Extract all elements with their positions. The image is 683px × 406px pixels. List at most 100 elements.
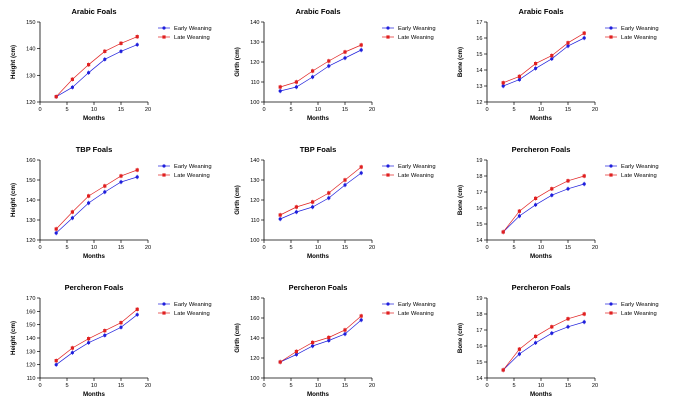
data-point: [311, 205, 315, 209]
data-point: [70, 216, 74, 220]
x-tick-label: 15: [565, 245, 571, 251]
series-late-weaning: [278, 313, 363, 365]
chart-panel-9: Percheron Foals 14 15 16 17 18 19 0 5 10 15 20 Month…: [457, 283, 659, 398]
legend-marker-late: [609, 35, 613, 39]
data-point: [517, 74, 521, 78]
series-line: [55, 36, 138, 97]
x-tick-label: 0: [38, 245, 41, 251]
data-point: [119, 180, 123, 184]
x-tick-label: 10: [538, 245, 544, 251]
y-axis-label: Height (cm): [10, 183, 17, 217]
y-axis-label: Bone (cm): [457, 323, 464, 353]
y-tick-label: 19: [476, 158, 482, 164]
series-line: [502, 321, 585, 371]
y-tick-label: 16: [476, 344, 482, 350]
x-tick-label: 20: [592, 107, 598, 113]
x-tick-label: 0: [38, 107, 41, 113]
data-point: [501, 230, 505, 234]
data-point: [517, 214, 522, 218]
data-point: [278, 360, 282, 364]
legend-label-late: Late Weaning: [621, 35, 657, 41]
data-point: [135, 307, 139, 311]
data-point: [103, 184, 107, 188]
data-point: [501, 81, 505, 85]
x-tick-label: 10: [315, 245, 321, 251]
y-tick-label: 100: [250, 376, 259, 382]
data-point: [294, 205, 298, 209]
y-tick-label: 130: [250, 178, 259, 184]
data-point: [327, 64, 331, 68]
data-point: [70, 346, 74, 350]
y-tick-label: 110: [251, 218, 260, 224]
legend-marker-early: [162, 26, 166, 30]
data-point: [566, 187, 570, 191]
data-point: [327, 191, 331, 195]
data-point: [103, 57, 107, 61]
x-tick-label: 20: [145, 383, 151, 389]
series-late-weaning: [54, 307, 139, 363]
legend-label-early: Early Weaning: [398, 164, 436, 170]
data-point: [87, 337, 91, 341]
data-point: [327, 338, 331, 343]
data-point: [517, 352, 522, 356]
x-tick-label: 0: [262, 383, 265, 389]
x-tick-label: 10: [91, 107, 97, 113]
data-point: [54, 359, 58, 363]
series-late-weaning: [501, 173, 586, 235]
series-early-weaning: [54, 42, 139, 99]
legend: Early Weaning Late Weaning: [158, 302, 212, 317]
legend: Early Weaning Late Weaning: [605, 302, 659, 317]
legend-label-late: Late Weaning: [621, 173, 657, 179]
data-point: [566, 179, 570, 183]
series-late-weaning: [54, 167, 139, 232]
legend-marker-early: [162, 302, 166, 306]
legend-marker-early: [609, 26, 613, 30]
legend: Early Weaning Late Weaning: [605, 164, 659, 179]
x-tick-label: 10: [315, 383, 321, 389]
y-tick-label: 150: [26, 323, 35, 329]
x-tick-label: 20: [369, 245, 375, 251]
series-early-weaning: [54, 174, 139, 236]
x-tick-label: 15: [342, 245, 348, 251]
data-point: [359, 165, 363, 169]
y-tick-label: 100: [250, 100, 259, 106]
y-axis-label: Height (cm): [10, 321, 17, 355]
data-point: [135, 168, 139, 172]
data-point: [103, 329, 107, 333]
chart-panel-4: TBP Foals 120 130 140 150 160 0 5 10 15 20 Months He…: [10, 145, 212, 260]
x-axis-label: Months: [530, 253, 553, 260]
chart-panel-3: Arabic Foals 12 13 14 15 16 17 0 5 10 15 20 Months Bo…: [457, 7, 659, 122]
y-tick-label: 140: [26, 198, 35, 204]
data-point: [103, 190, 107, 194]
y-tick-label: 140: [250, 336, 259, 342]
y-tick-label: 14: [476, 238, 482, 244]
x-tick-label: 20: [592, 383, 598, 389]
data-point: [87, 201, 91, 205]
y-tick-label: 120: [26, 238, 35, 244]
y-tick-label: 130: [26, 73, 35, 79]
y-tick-label: 110: [251, 80, 260, 86]
data-point: [343, 183, 347, 187]
data-point: [343, 328, 347, 332]
series-line: [280, 49, 362, 92]
y-axis-label: Girth (cm): [234, 185, 241, 215]
y-tick-label: 140: [250, 20, 259, 26]
x-tick-label: 5: [289, 383, 292, 389]
x-tick-label: 5: [512, 383, 515, 389]
y-tick-label: 15: [476, 222, 482, 228]
x-axis-label: Months: [530, 391, 553, 398]
legend-label-late: Late Weaning: [398, 35, 434, 41]
data-point: [70, 85, 74, 89]
data-point: [119, 321, 123, 325]
x-tick-label: 5: [65, 107, 68, 113]
y-tick-label: 120: [26, 100, 35, 106]
data-point: [550, 187, 554, 191]
y-tick-label: 100: [250, 238, 259, 244]
y-tick-label: 110: [27, 376, 36, 382]
x-tick-label: 20: [369, 383, 375, 389]
y-tick-label: 120: [26, 363, 35, 369]
y-tick-label: 14: [476, 68, 482, 74]
y-tick-label: 130: [26, 349, 35, 355]
data-point: [566, 41, 570, 45]
y-tick-label: 160: [26, 309, 35, 315]
